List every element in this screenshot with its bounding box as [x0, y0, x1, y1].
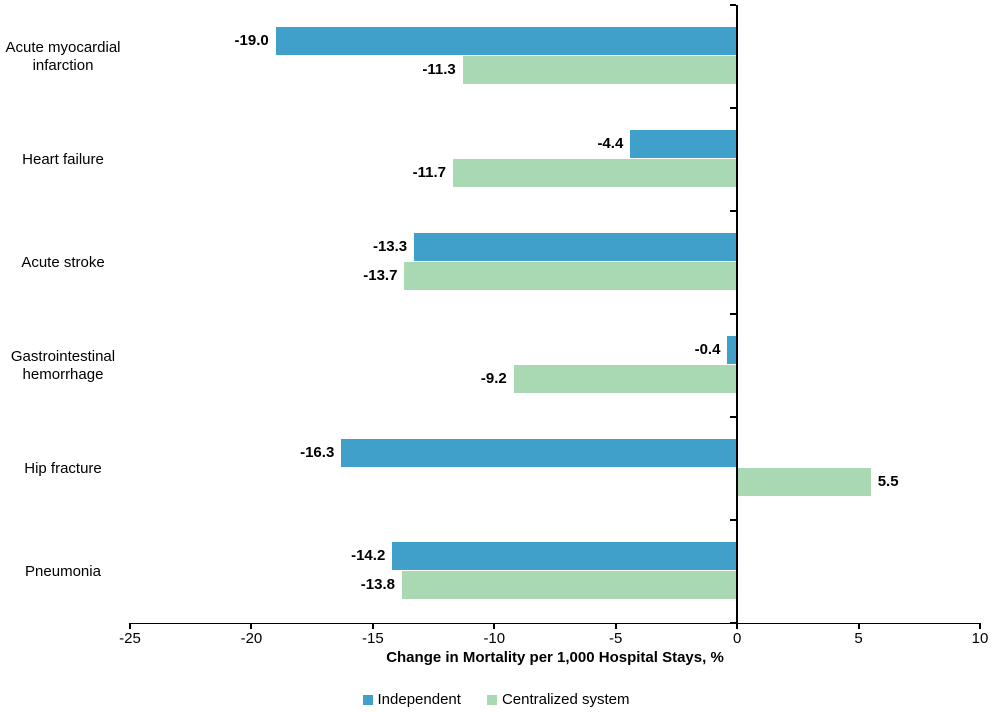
category-axis-tick — [730, 416, 737, 418]
category-label-acute-stroke: Acute stroke — [21, 253, 105, 271]
value-label-independent: -13.3 — [372, 238, 408, 255]
bar-centralized-system — [737, 468, 871, 496]
legend-item-centralized-system: Centralized system — [486, 691, 630, 708]
value-label-independent: -4.4 — [597, 135, 624, 152]
x-axis-title: Change in Mortality per 1,000 Hospital S… — [386, 649, 724, 666]
category-axis-tick — [730, 313, 737, 315]
value-label-centralized-system: -13.7 — [363, 267, 398, 284]
x-tick-label: -25 — [119, 630, 141, 647]
x-tick-label: -10 — [483, 630, 506, 647]
bar-independent — [727, 336, 738, 364]
bar-centralized-system — [453, 159, 738, 187]
x-axis-tick — [736, 623, 739, 629]
value-label-independent: -0.4 — [694, 341, 721, 358]
value-label-centralized-system: -13.8 — [360, 576, 395, 593]
x-axis-tick — [250, 623, 253, 629]
bar-centralized-system — [402, 571, 738, 599]
x-tick-label: -15 — [362, 630, 384, 647]
category-label-heart-failure: Heart failure — [22, 150, 104, 168]
bar-independent — [414, 233, 738, 261]
value-label-centralized-system: -11.3 — [422, 61, 456, 78]
legend-label-centralized-system: Centralized system — [501, 691, 630, 708]
legend-swatch-centralized-system — [486, 695, 497, 705]
x-tick-label: -5 — [609, 630, 623, 647]
legend-item-independent: Independent — [362, 691, 461, 708]
x-axis-tick — [493, 623, 496, 629]
x-tick-label: 10 — [971, 630, 989, 647]
value-label-centralized-system: -9.2 — [480, 370, 507, 387]
x-axis-tick — [371, 623, 374, 629]
x-axis-tick — [857, 623, 860, 629]
x-axis-tick — [979, 623, 981, 629]
legend-label-independent: Independent — [377, 691, 461, 708]
x-axis-line — [130, 623, 981, 624]
bar-independent — [341, 439, 738, 467]
zero-axis-line — [736, 5, 739, 629]
category-axis-tick — [730, 4, 737, 6]
value-label-centralized-system: -11.7 — [412, 164, 446, 181]
legend: Independent Centralized system — [0, 690, 992, 710]
x-tick-label: -20 — [240, 630, 263, 647]
bar-independent — [630, 130, 738, 158]
value-label-centralized-system: 5.5 — [877, 473, 899, 490]
value-label-independent: -14.2 — [351, 547, 386, 564]
category-axis-tick — [730, 519, 737, 521]
category-label-acute-myocardial-infarction: Acute myocardial infarction — [5, 38, 121, 74]
category-label-hip-fracture: Hip fracture — [24, 459, 102, 477]
value-label-independent: -16.3 — [300, 444, 335, 461]
x-axis-tick — [129, 623, 131, 629]
x-axis-tick — [614, 623, 617, 629]
category-axis-tick — [730, 210, 737, 212]
category-axis-tick — [730, 107, 737, 109]
x-tick-label: 5 — [854, 630, 863, 647]
bar-centralized-system — [462, 56, 738, 84]
x-tick-label: 0 — [732, 630, 742, 647]
bar-independent — [392, 542, 738, 570]
bar-centralized-system — [404, 262, 738, 290]
value-label-independent: -19.0 — [234, 32, 269, 49]
category-label-pneumonia: Pneumonia — [25, 562, 101, 580]
category-label-gastrointestinal-hemorrhage: Gastrointestinal hemorrhage — [10, 347, 116, 383]
bar-independent — [275, 27, 738, 55]
bar-centralized-system — [513, 365, 738, 393]
legend-swatch-independent — [362, 695, 373, 705]
